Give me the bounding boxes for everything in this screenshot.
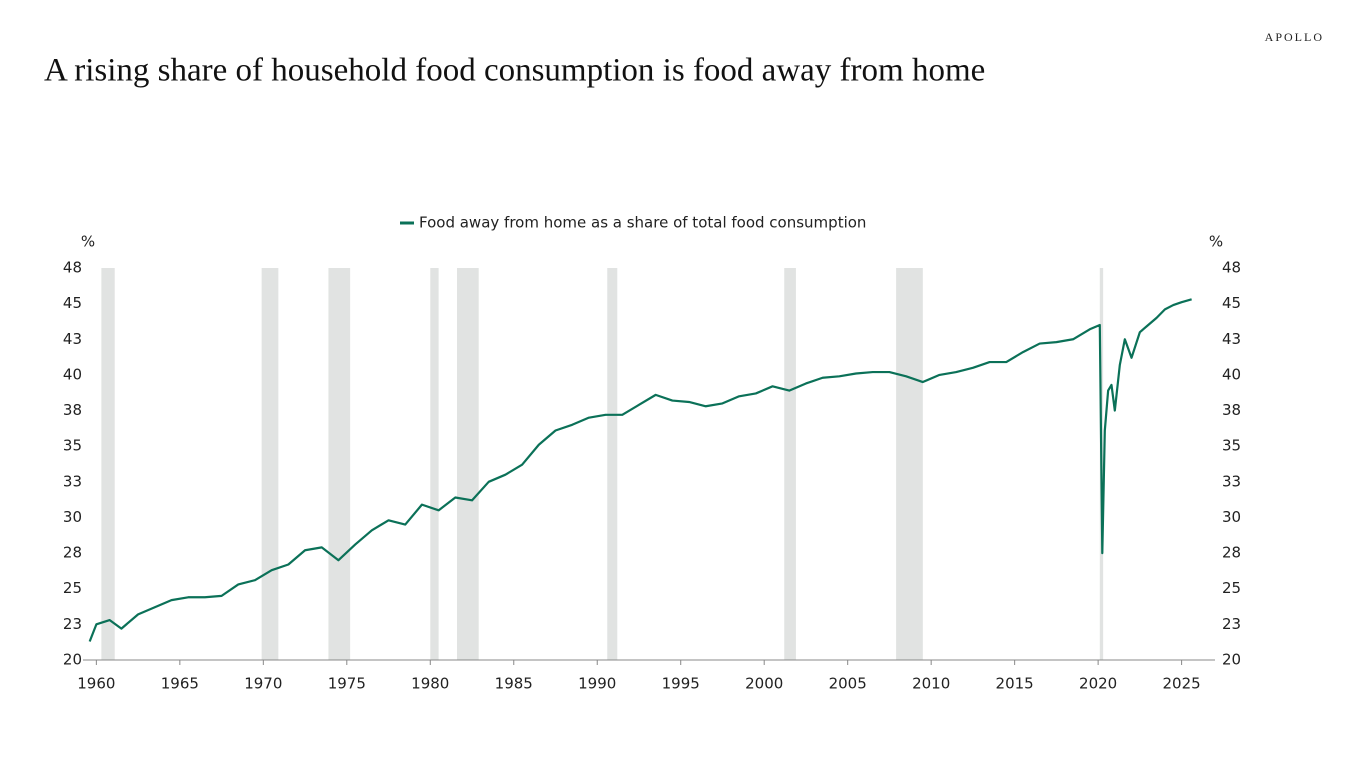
- chart-title: A rising share of household food consump…: [44, 53, 985, 89]
- x-tick-label: 2005: [829, 675, 867, 693]
- recession-band: [607, 268, 618, 660]
- legend-label: Food away from home as a share of total …: [419, 214, 866, 232]
- y-tick-label: 48: [63, 259, 82, 277]
- y-tick-label: 38: [63, 401, 82, 419]
- y2-tick-label: 33: [1222, 472, 1241, 490]
- y2-axis-label: %: [1209, 233, 1223, 251]
- y2-tick-label: 48: [1222, 259, 1241, 277]
- y-axis-label: %: [81, 233, 95, 251]
- x-tick-label: 2025: [1163, 675, 1201, 693]
- recession-band: [261, 268, 279, 660]
- x-tick-label: 1975: [328, 675, 366, 693]
- recession-band: [896, 268, 923, 660]
- y2-tick-label: 43: [1222, 330, 1241, 348]
- recession-band: [430, 268, 439, 660]
- y2-tick-label: 20: [1222, 651, 1241, 669]
- x-tick-label: 1960: [77, 675, 115, 693]
- x-tick-label: 1995: [662, 675, 700, 693]
- y2-tick-label: 38: [1222, 401, 1241, 419]
- y-tick-label: 25: [63, 579, 82, 597]
- y2-tick-label: 25: [1222, 579, 1241, 597]
- x-tick-label: 1970: [244, 675, 282, 693]
- y-tick-label: 28: [63, 544, 82, 562]
- recession-band: [784, 268, 796, 660]
- x-tick-label: 2020: [1079, 675, 1117, 693]
- recession-band: [328, 268, 351, 660]
- x-tick-label: 1965: [161, 675, 199, 693]
- y-tick-label: 35: [63, 437, 82, 455]
- recession-band: [101, 268, 115, 660]
- brand: APOLLO: [1265, 30, 1324, 44]
- data-line: [88, 298, 1192, 642]
- y-tick-label: 45: [63, 294, 82, 312]
- x-tick-label: 2015: [996, 675, 1034, 693]
- x-tick-label: 1990: [578, 675, 616, 693]
- x-tick-label: 2010: [912, 675, 950, 693]
- recession-band: [456, 268, 479, 660]
- y2-tick-label: 40: [1222, 365, 1241, 383]
- y-tick-label: 23: [63, 615, 82, 633]
- x-tick-label: 2000: [745, 675, 783, 693]
- y-tick-label: 20: [63, 651, 82, 669]
- y-tick-label: 30: [63, 508, 82, 526]
- y2-tick-label: 45: [1222, 294, 1241, 312]
- y-tick-label: 43: [63, 330, 82, 348]
- y2-tick-label: 30: [1222, 508, 1241, 526]
- y-tick-label: 40: [63, 365, 82, 383]
- y2-tick-label: 35: [1222, 437, 1241, 455]
- x-tick-label: 1980: [411, 675, 449, 693]
- x-tick-label: 1985: [495, 675, 533, 693]
- y2-tick-label: 28: [1222, 544, 1241, 562]
- y-tick-label: 33: [63, 472, 82, 490]
- y2-tick-label: 23: [1222, 615, 1241, 633]
